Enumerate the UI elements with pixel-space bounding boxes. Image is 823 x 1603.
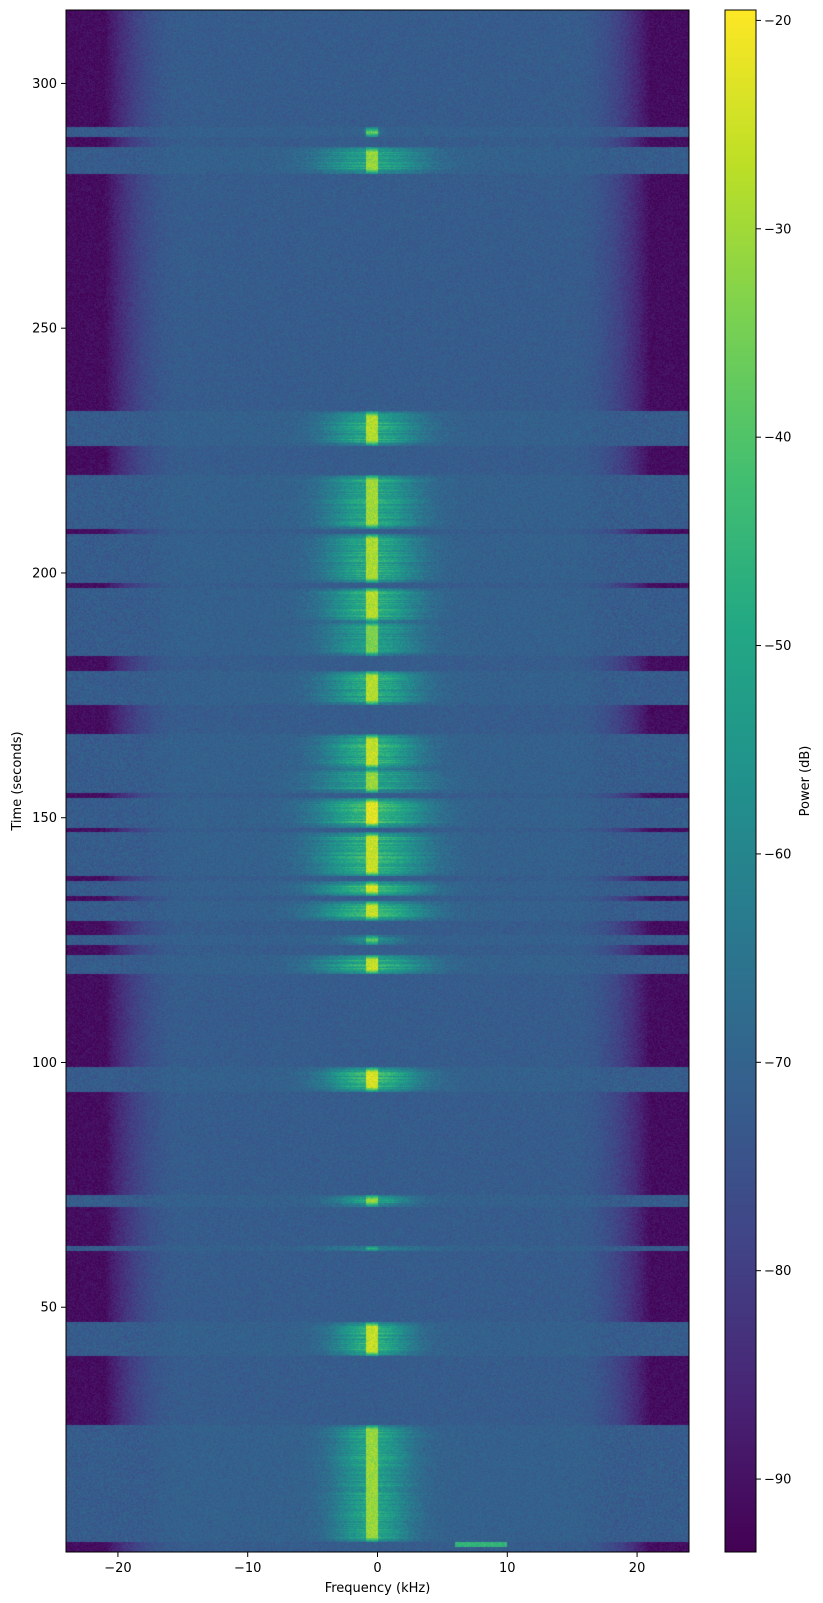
- x-tick-label: −10: [234, 1561, 261, 1576]
- colorbar-tick-label: −30: [764, 222, 791, 237]
- colorbar-label: Power (dB): [798, 746, 813, 817]
- colorbar-frame: [724, 9, 757, 1553]
- colorbar-tick-label: −60: [764, 847, 791, 862]
- colorbar-gradient: [725, 10, 756, 1552]
- x-tick-label: 0: [373, 1561, 381, 1576]
- y-tick-label: 300: [32, 77, 57, 92]
- colorbar-ticks: −90 −80 −70 −60 −50 −40 −30 −20: [756, 14, 791, 1488]
- colorbar: −90 −80 −70 −60 −50 −40 −30 −20 Power (dB): [724, 9, 813, 1553]
- colorbar-tick-label: −90: [764, 1473, 791, 1488]
- colorbar-tick-label: −70: [764, 1056, 791, 1071]
- y-tick-label: 150: [32, 811, 57, 826]
- colorbar-tick-label: −40: [764, 431, 791, 446]
- x-axis-label: Frequency (kHz): [325, 1581, 431, 1596]
- plot-area: [65, 9, 690, 1553]
- y-tick-label: 200: [32, 566, 57, 581]
- y-axis: 50 100 150 200 250 300: [32, 77, 66, 1316]
- y-tick-label: 50: [40, 1301, 57, 1316]
- colorbar-tick-label: −80: [764, 1264, 791, 1279]
- x-tick-label: −20: [104, 1561, 131, 1576]
- y-tick-label: 250: [32, 322, 57, 337]
- x-axis: −20 −10 0 10 20: [104, 1552, 645, 1576]
- x-tick-label: 20: [629, 1561, 646, 1576]
- colorbar-tick-label: −50: [764, 639, 791, 654]
- x-tick-label: 10: [499, 1561, 516, 1576]
- y-tick-label: 100: [32, 1056, 57, 1071]
- spectrogram-heatmap: [66, 10, 689, 1552]
- colorbar-tick-label: −20: [764, 14, 791, 29]
- y-axis-label: Time (seconds): [10, 731, 25, 831]
